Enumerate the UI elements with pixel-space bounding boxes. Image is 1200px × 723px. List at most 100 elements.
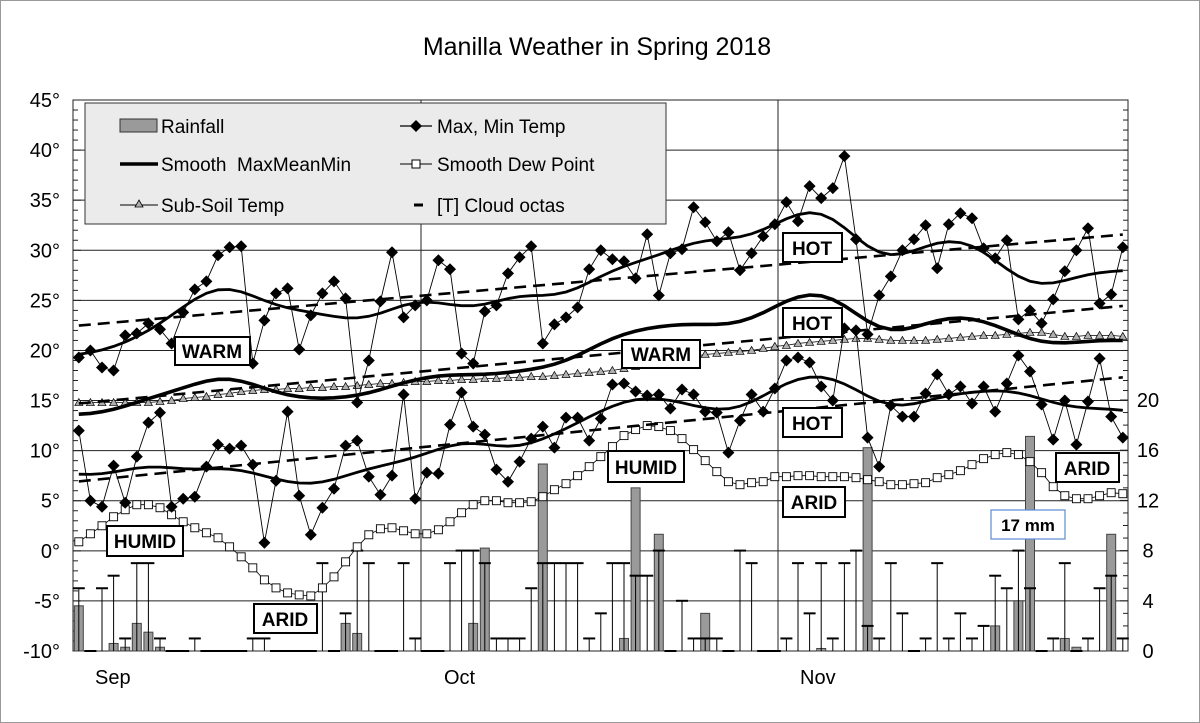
dewpoint-point — [399, 526, 409, 536]
max-temp-point — [188, 283, 201, 296]
max-temp-point — [618, 255, 630, 268]
dewpoint-point — [503, 498, 513, 508]
dewpoint-point — [132, 500, 142, 510]
subsoil-point — [1094, 330, 1105, 339]
max-temp-point — [1024, 304, 1036, 317]
max-temp-point — [386, 246, 398, 259]
dewpoint-point — [85, 529, 95, 539]
subsoil-point — [596, 366, 606, 375]
min-temp-point — [165, 500, 178, 513]
min-temp-point — [177, 492, 190, 505]
min-temp-point — [676, 383, 688, 396]
max-temp-point — [954, 207, 967, 220]
y-tick-label: 35° — [30, 190, 60, 212]
min-temp-point — [652, 388, 665, 401]
y2-tick-label: 0 — [1142, 641, 1153, 663]
min-temp-point — [304, 528, 317, 541]
dewpoint-point — [1095, 491, 1105, 501]
min-temp-point — [130, 450, 143, 463]
subsoil-point — [306, 382, 316, 391]
max-temp-point — [235, 240, 248, 253]
min-temp-point — [757, 405, 770, 418]
subsoil-point — [166, 395, 177, 404]
legend: Rainfall Max, Min Temp Smooth MaxMeanMin… — [84, 102, 667, 225]
max-temp-point — [942, 218, 955, 231]
max-temp-point — [931, 262, 944, 275]
annotation-label: HUMID — [114, 532, 176, 553]
min-temp-point — [536, 420, 549, 433]
max-temp-point — [455, 347, 468, 360]
max-temp-point — [757, 230, 770, 243]
legend-diamond-icon — [410, 120, 422, 132]
dewpoint-point — [723, 477, 733, 487]
min-temp-point — [525, 432, 538, 445]
trend-line-mean — [78, 304, 1123, 405]
subsoil-point — [851, 333, 861, 342]
min-temp-point — [1000, 377, 1013, 390]
min-temp-point — [339, 439, 352, 452]
dewpoint-point — [480, 496, 490, 506]
max-temp-point — [676, 243, 688, 256]
annotation-label: 17 mm — [1001, 516, 1055, 535]
max-temp-point — [803, 180, 816, 193]
max-temp-point — [96, 361, 108, 374]
dewpoint-point — [213, 533, 223, 543]
max-temp-point — [850, 233, 862, 246]
dewpoint-point — [932, 473, 942, 483]
cloud-octas-markers — [72, 549, 1129, 652]
y2-tick-label: 12 — [1137, 490, 1159, 512]
dewpoint-point — [341, 557, 351, 567]
dewpoint-point — [1118, 489, 1128, 499]
subsoil-point — [1002, 329, 1012, 338]
legend-rainfall: Rainfall — [161, 117, 224, 138]
subsoil-point — [781, 340, 792, 349]
max-temp-point — [293, 343, 306, 356]
y-tick-label: 30° — [30, 240, 60, 262]
min-temp-point — [374, 488, 387, 501]
dewpoint-point — [874, 477, 884, 487]
min-temp-point — [931, 368, 944, 381]
dewpoint-point — [805, 471, 815, 481]
min-temp-point — [96, 500, 108, 513]
max-temp-point — [1012, 313, 1025, 326]
min-temp-point — [629, 385, 642, 398]
subsoil-point — [468, 374, 478, 383]
subsoil-point — [538, 371, 548, 380]
dewpoint-point — [433, 525, 443, 535]
max-temp-point — [270, 287, 282, 300]
min-temp-point — [1082, 395, 1094, 408]
subsoil-point — [1025, 327, 1035, 336]
min-temp-point — [884, 399, 897, 412]
max-temp-point — [710, 235, 723, 248]
x-tick-label-nov: Nov — [800, 667, 836, 689]
dewpoint-point — [816, 472, 826, 482]
dewpoint-point — [538, 492, 548, 502]
y2-tick-label: 8 — [1142, 541, 1153, 563]
min-temp-point — [768, 382, 781, 395]
subsoil-point — [224, 388, 235, 397]
subsoil-point — [920, 335, 931, 344]
subsoil-point — [503, 372, 513, 381]
min-temp-point — [641, 389, 654, 402]
max-temp-point — [606, 253, 619, 266]
dewpoint-point — [689, 445, 699, 455]
y-tick-label: 5° — [41, 491, 60, 513]
min-temp-point — [432, 467, 445, 480]
min-temp-point — [780, 354, 793, 367]
subsoil-point — [909, 335, 919, 344]
max-temp-point — [177, 306, 190, 319]
subsoil-point — [561, 369, 571, 378]
dewpoint-point — [1037, 468, 1047, 478]
max-temp-point — [1058, 265, 1071, 278]
min-temp-point — [409, 492, 422, 505]
dewpoint-point — [561, 479, 571, 489]
dewpoint-point — [573, 471, 583, 481]
min-temp-point — [478, 428, 491, 441]
max-temp-point — [641, 228, 654, 241]
dewpoint-point — [654, 422, 664, 432]
dewpoint-point — [700, 456, 710, 466]
max-temp-point — [861, 328, 874, 341]
dewpoint-point — [375, 524, 385, 534]
min-temp-point — [954, 380, 967, 393]
